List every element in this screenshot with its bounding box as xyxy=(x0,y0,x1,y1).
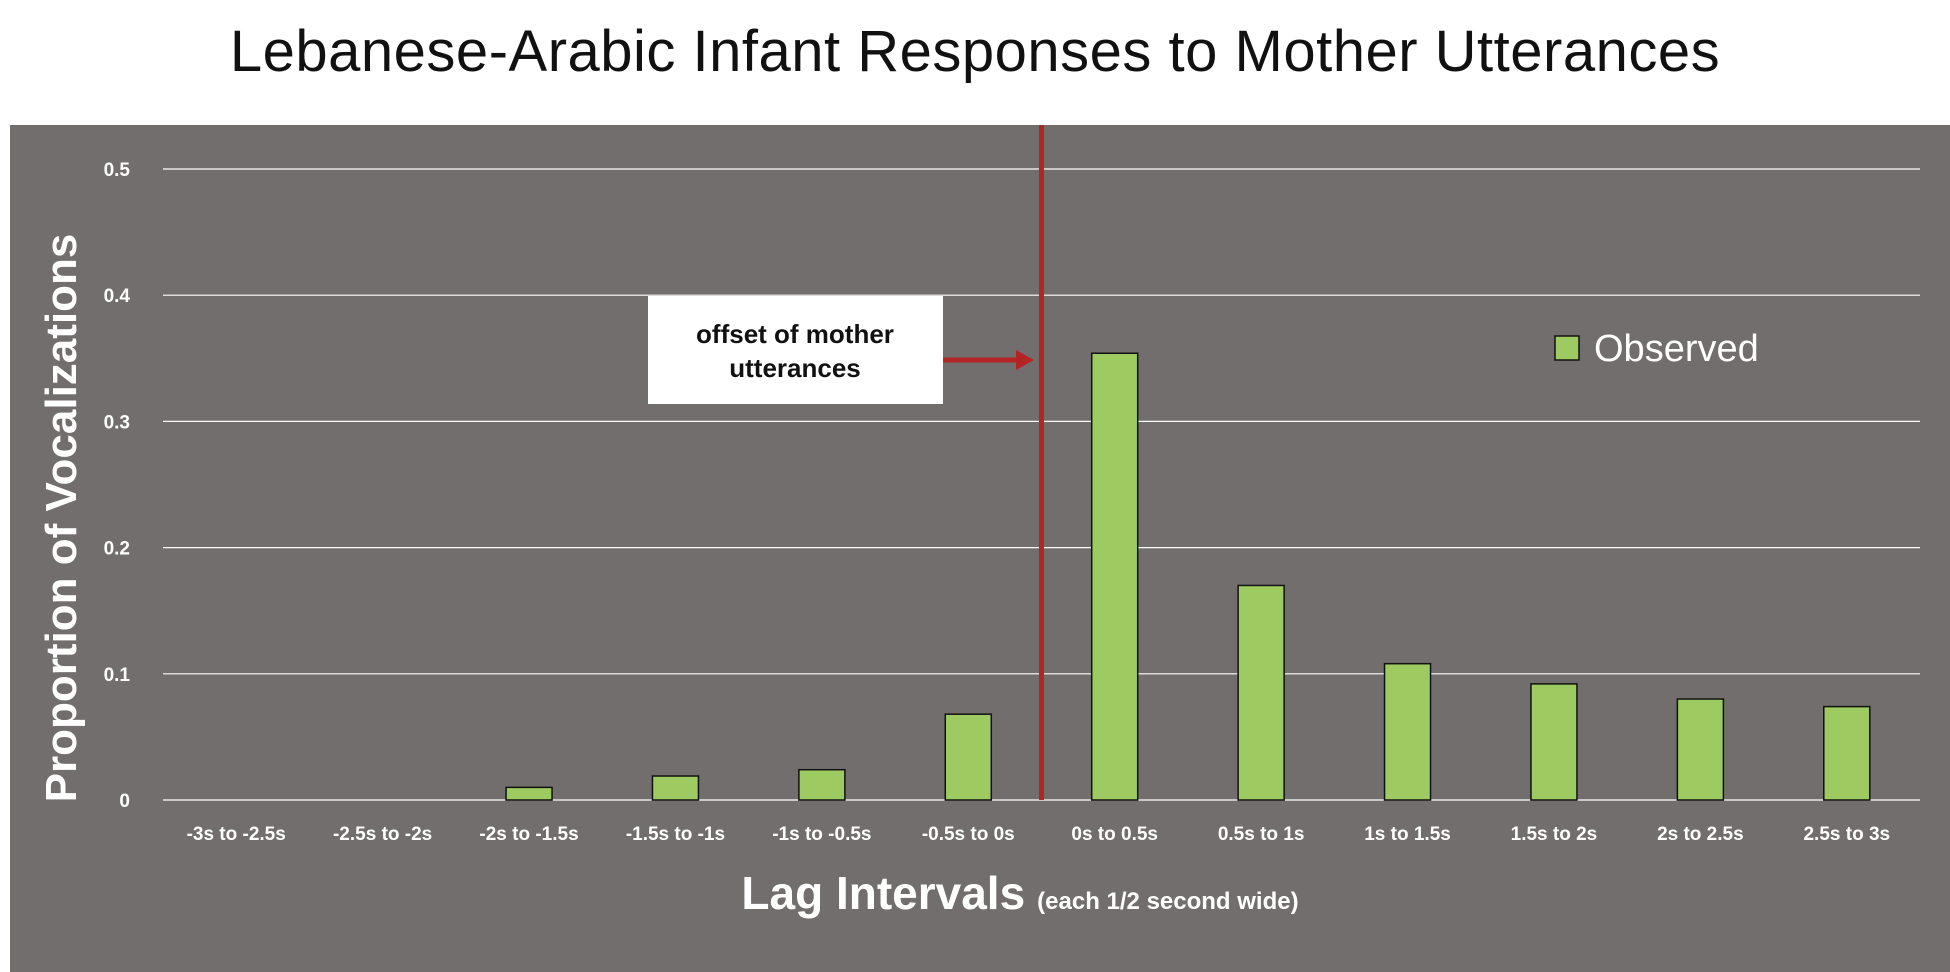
bars xyxy=(505,352,1871,801)
x-tick-label: -1s to -0.5s xyxy=(772,824,871,845)
bar xyxy=(1823,705,1871,801)
bar xyxy=(944,713,993,801)
bar xyxy=(505,786,553,801)
chart-title: Lebanese-Arabic Infant Responses to Moth… xyxy=(229,19,1721,84)
offset-annotation: offset of mother utterances xyxy=(648,296,1034,404)
annotation-line-2: utterances xyxy=(729,353,861,383)
plot-panel: 0 0.1 0.2 0.3 0.4 0.5 -3s to -2.5s -2.5s to -2… xyxy=(10,125,1950,972)
y-tick-label: 0.3 xyxy=(104,412,130,433)
y-tick-label: 0.4 xyxy=(104,286,131,307)
legend-swatch-observed xyxy=(1554,335,1580,361)
x-axis-category-labels: -3s to -2.5s -2.5s to -2s -2s to -1.5s -1.5… xyxy=(187,824,1891,845)
y-tick-label: 0.5 xyxy=(104,160,131,181)
bar xyxy=(1383,662,1432,801)
x-tick-label: 1.5s to 2s xyxy=(1511,824,1598,845)
y-tick-label: 0.1 xyxy=(104,665,131,686)
bar xyxy=(1530,683,1578,801)
x-tick-label: -2s to -1.5s xyxy=(479,824,578,845)
x-tick-label: 0s to 0.5s xyxy=(1071,824,1158,845)
x-tick-label: -2.5s to -2s xyxy=(333,824,432,845)
y-tick-label: 0 xyxy=(119,791,130,812)
bar xyxy=(798,768,846,801)
bar xyxy=(1090,352,1139,801)
y-axis-ticks: 0 0.1 0.2 0.3 0.4 0.5 xyxy=(104,160,131,812)
y-tick-label: 0.2 xyxy=(104,539,130,560)
y-axis-label: Proportion of Vocalizations xyxy=(37,234,86,803)
x-axis-label-note: (each 1/2 second wide) xyxy=(1037,888,1298,915)
bar xyxy=(1676,698,1725,801)
x-tick-label: 2.5s to 3s xyxy=(1803,824,1890,845)
x-tick-label: 0.5s to 1s xyxy=(1218,824,1305,845)
annotation-arrow-head xyxy=(1016,350,1034,370)
bar xyxy=(651,775,700,801)
legend: Observed xyxy=(1554,328,1759,370)
x-tick-label: 1s to 1.5s xyxy=(1364,824,1451,845)
legend-label-observed: Observed xyxy=(1594,328,1759,370)
x-axis-label-main: Lag Intervals xyxy=(741,867,1025,919)
x-tick-label: -0.5s to 0s xyxy=(922,824,1015,845)
x-tick-label: 2s to 2.5s xyxy=(1657,824,1744,845)
annotation-line-1: offset of mother xyxy=(696,319,894,349)
x-tick-label: -3s to -2.5s xyxy=(187,824,286,845)
bar xyxy=(1237,584,1285,801)
x-axis-label: Lag Intervals (each 1/2 second wide) xyxy=(741,867,1298,919)
bar-chart: 0 0.1 0.2 0.3 0.4 0.5 -3s to -2.5s -2.5s to -2… xyxy=(37,125,1920,919)
annotation-box xyxy=(648,296,943,404)
x-tick-label: -1.5s to -1s xyxy=(626,824,725,845)
